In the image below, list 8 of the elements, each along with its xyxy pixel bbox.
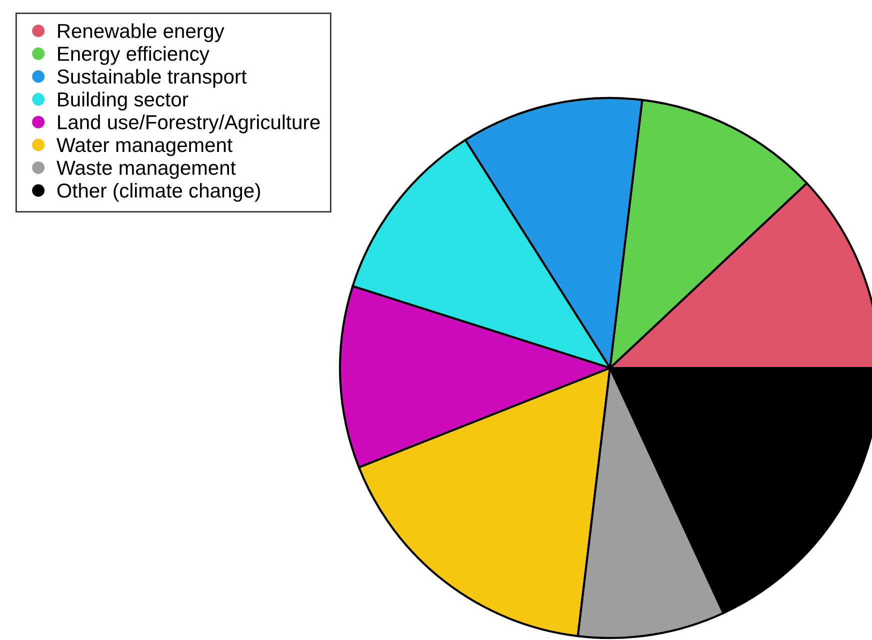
legend-label: Other (climate change)	[57, 182, 260, 202]
legend-label: Water management	[56, 138, 232, 156]
legend-label: Building sector	[58, 92, 188, 111]
legend-label: Waste management	[56, 160, 236, 179]
legend-label: Land use/Forestry/Agriculture	[58, 114, 320, 134]
legend-label: Renewable energy	[58, 23, 224, 42]
legend-label: Sustainable transport	[57, 68, 247, 88]
legend-label: Energy efficiency	[58, 46, 210, 65]
